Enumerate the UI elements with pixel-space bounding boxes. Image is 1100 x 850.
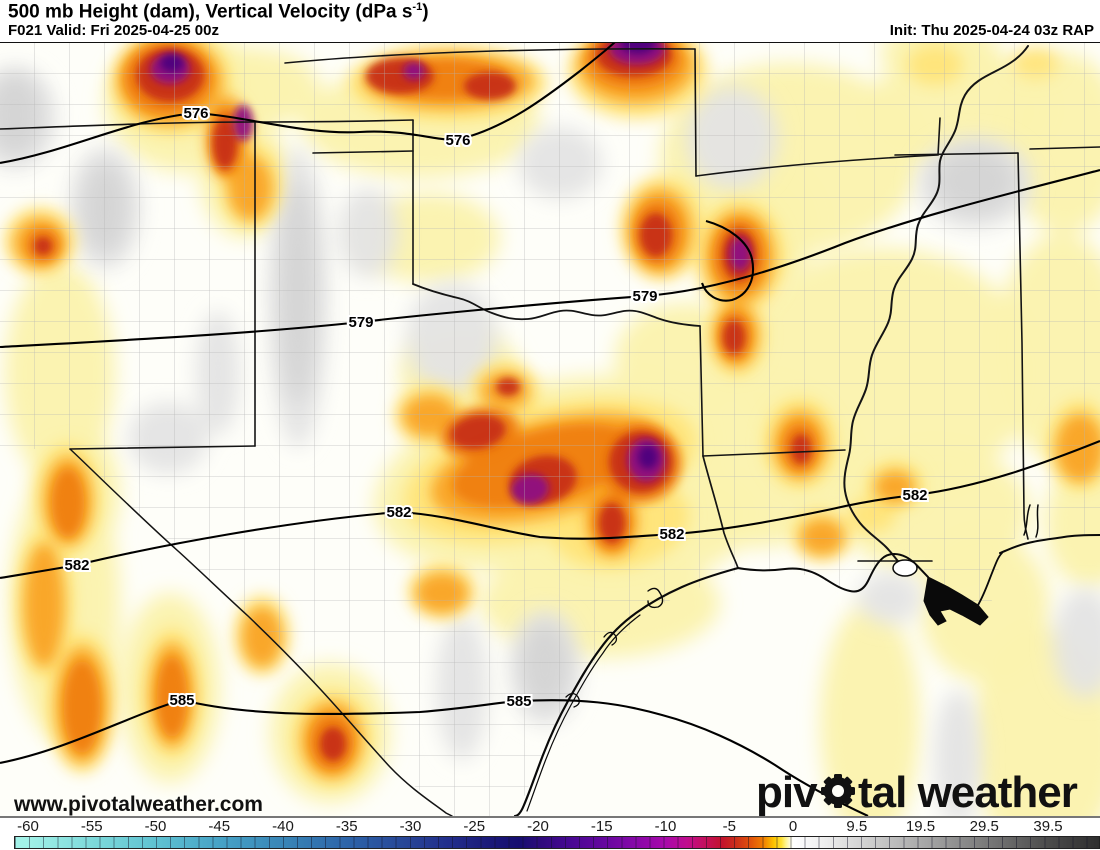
- contour-label: 582: [902, 487, 927, 504]
- coastline: [737, 553, 929, 593]
- contour-loop: [701, 219, 754, 302]
- legend-tick: -25: [463, 818, 486, 835]
- mississippi-delta: [923, 576, 989, 626]
- legend-tick: 19.5: [905, 818, 936, 835]
- legend-tick: -45: [208, 818, 231, 835]
- legend-tick: -55: [80, 818, 103, 835]
- logo-text-pre: piv: [756, 768, 818, 816]
- legend-colorbar: [14, 836, 1100, 849]
- legend-tick: -10: [654, 818, 677, 835]
- vertical-velocity-legend: -60 -55 -50 -45 -40 -35 -30 -25 -20 -15 -10 -5 0 9.5 1…: [0, 818, 1100, 850]
- legend-tick: -35: [335, 818, 358, 835]
- contour-579: [0, 168, 1100, 349]
- contour-label: 576: [183, 105, 208, 122]
- contour-582: [0, 440, 1100, 580]
- coastline: [999, 534, 1100, 554]
- contour-label: 579: [632, 288, 657, 305]
- legend-tick: 39.5: [1033, 818, 1063, 835]
- map-header: 500 mb Height (dam), Vertical Velocity (…: [0, 0, 1100, 42]
- map-branding: www.pivotalweather.com piv tal weather: [13, 768, 1079, 816]
- legend-tick: 9.5: [846, 818, 868, 835]
- state-border: [1029, 146, 1100, 150]
- coastline: [526, 614, 641, 812]
- state-border: [894, 152, 1019, 156]
- contour-label: 576: [445, 132, 470, 149]
- state-border: [0, 119, 414, 130]
- forecast-valid-time: F021 Valid: Fri 2025-04-25 00z: [8, 22, 219, 39]
- state-border: [284, 48, 696, 64]
- coastline: [565, 692, 580, 708]
- contour-585: [0, 698, 869, 816]
- state-border: [702, 455, 739, 569]
- logo-text-post: tal weather: [858, 768, 1078, 816]
- coastline: [647, 587, 664, 609]
- contour-label: 582: [386, 504, 411, 521]
- contour-label: 582: [659, 526, 684, 543]
- legend-colorbar-cells: [15, 837, 1099, 848]
- legend-tick: -20: [527, 818, 549, 835]
- map-canvas: 576 576 579 579 582 582 582 582 585 585 www.pivot…: [0, 42, 1100, 818]
- contour-label: 585: [506, 693, 531, 710]
- gear-icon: [821, 774, 855, 808]
- contour-label: 582: [64, 557, 89, 574]
- legend-tick: -60: [17, 818, 39, 835]
- legend-tick: -30: [399, 818, 422, 835]
- coastline: [977, 552, 1003, 606]
- page-title: 500 mb Height (dam), Vertical Velocity (…: [8, 1, 429, 23]
- legend-tick: -5: [722, 818, 736, 835]
- coastline: [603, 631, 618, 646]
- contour-label: 579: [348, 314, 373, 331]
- legend-tick: 0: [788, 818, 798, 835]
- model-init-time: Init: Thu 2025-04-24 03z RAP: [889, 22, 1094, 39]
- state-border: [1017, 152, 1029, 540]
- coastline: [1035, 504, 1039, 538]
- contour-576: [0, 43, 616, 165]
- state-border: [699, 325, 704, 457]
- legend-tick: 29.5: [969, 818, 999, 835]
- legend-tick: -15: [590, 818, 613, 835]
- state-border: [69, 448, 453, 816]
- state-border: [412, 283, 701, 327]
- watermark-url: www.pivotalweather.com: [13, 793, 263, 816]
- coastline: [513, 566, 740, 816]
- contour-label: 585: [169, 692, 194, 709]
- legend-tick-labels: -60 -55 -50 -45 -40 -35 -30 -25 -20 -15 -10 -5 0 9.5 1…: [0, 818, 1100, 835]
- state-borders: [0, 45, 1100, 816]
- height-contours: 576 576 579 579 582 582 582 582 585 585: [0, 43, 1100, 816]
- state-border: [695, 117, 941, 177]
- coastline: [1023, 504, 1031, 536]
- state-border: [312, 150, 414, 154]
- state-border: [843, 45, 1029, 574]
- coastlines: [513, 504, 1100, 816]
- state-border: [69, 445, 256, 450]
- state-border: [694, 48, 697, 177]
- legend-tick: -50: [144, 818, 167, 835]
- lake-pontchartrain: [892, 559, 918, 577]
- legend-tick: -40: [272, 818, 294, 835]
- state-border: [702, 449, 846, 457]
